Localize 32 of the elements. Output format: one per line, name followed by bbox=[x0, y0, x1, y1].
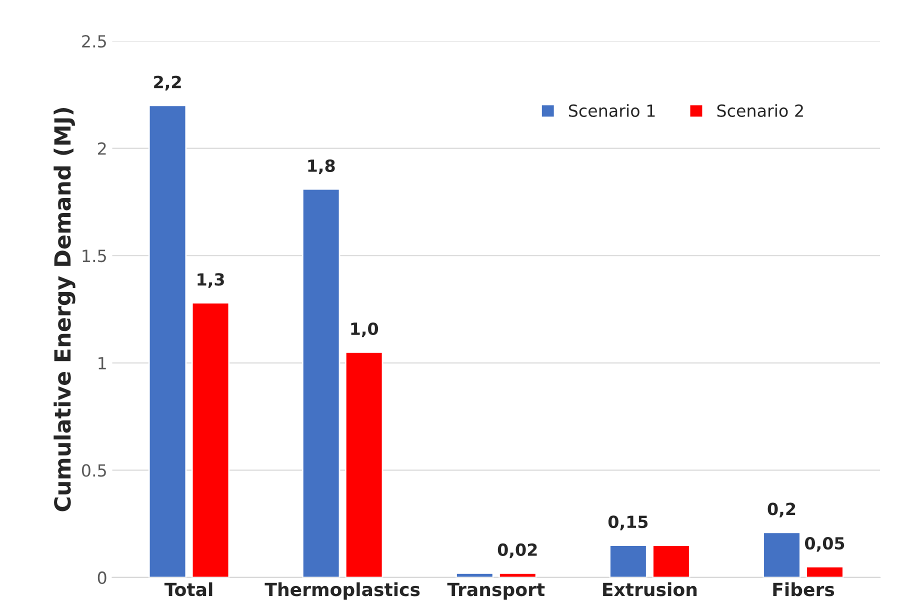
bar bbox=[652, 544, 690, 578]
legend-label: Scenario 1 bbox=[568, 104, 655, 117]
bar bbox=[498, 572, 537, 578]
bar bbox=[191, 302, 230, 578]
x-tick-label: Extrusion bbox=[603, 582, 697, 596]
legend-label: Scenario 2 bbox=[717, 104, 803, 117]
y-tick-label: 0 bbox=[98, 571, 106, 584]
y-tick-label: 2.5 bbox=[82, 35, 106, 48]
y-tick-label: 1 bbox=[98, 357, 106, 370]
data-label: 0,2 bbox=[768, 502, 796, 518]
y-tick-label: 0.5 bbox=[82, 464, 106, 477]
bar bbox=[609, 544, 648, 578]
x-tick-label: Thermoplastics bbox=[264, 582, 420, 600]
bar bbox=[456, 572, 494, 578]
data-label: 1,3 bbox=[198, 273, 224, 288]
y-axis-title: Cumulative Energy Demand (MJ) bbox=[54, 108, 76, 512]
bar bbox=[302, 188, 340, 578]
x-tick-label: Transport bbox=[447, 582, 545, 600]
y-tick-label: 2 bbox=[98, 142, 106, 155]
bar bbox=[148, 104, 187, 578]
bar bbox=[344, 351, 384, 578]
bar bbox=[762, 532, 801, 578]
x-tick-label: Total bbox=[164, 582, 212, 596]
data-label: 2,2 bbox=[154, 76, 181, 90]
data-label: 1,0 bbox=[351, 322, 378, 338]
data-label: 0,05 bbox=[804, 536, 844, 552]
bar bbox=[806, 566, 844, 578]
data-label: 1,8 bbox=[308, 159, 335, 174]
data-label: 0,15 bbox=[608, 516, 648, 530]
x-tick-label: Fibers bbox=[773, 582, 834, 596]
y-tick-label: 1.5 bbox=[82, 250, 106, 262]
data-label: 0,02 bbox=[498, 543, 537, 558]
